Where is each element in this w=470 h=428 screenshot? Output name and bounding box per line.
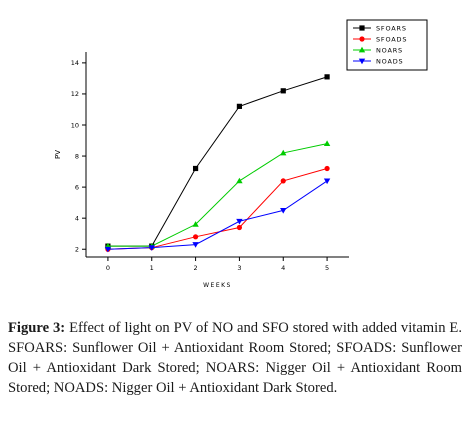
legend-label-sfoars: SFOARS: [376, 24, 407, 32]
data-point-sfoars: [192, 165, 199, 172]
data-point-noars: [192, 221, 199, 227]
x-tick-label: 0: [106, 264, 110, 272]
x-axis-label: WEEKS: [203, 282, 232, 289]
legend-label-sfoads: SFOADS: [376, 35, 407, 43]
data-point-noads: [323, 178, 331, 185]
data-point-sfoads: [324, 165, 330, 172]
series-line-noads: [107, 180, 328, 250]
data-point-sfoars: [236, 103, 243, 109]
series-line-sfoads: [107, 167, 328, 250]
data-point-sfoads: [192, 234, 199, 240]
chart-legend: SFOARS SFOADS NOARS NOADS: [346, 19, 428, 71]
x-tick-label: 3: [237, 264, 241, 272]
legend-marker-noars: [358, 46, 366, 53]
y-tick-label: 4: [75, 214, 79, 222]
series-line-noars: [107, 143, 328, 247]
data-point-noads: [148, 245, 155, 251]
figure-caption-text: Effect of light on PV of NO and SFO stor…: [8, 320, 462, 396]
chart-axes: [85, 52, 349, 258]
data-point-sfoads: [236, 224, 243, 231]
data-point-noads: [192, 242, 199, 248]
y-tick-label: 8: [75, 152, 79, 160]
legend-label-noads: NOADS: [376, 57, 403, 65]
figure-label: Figure 3:: [8, 320, 66, 336]
series-line-sfoars: [107, 76, 328, 247]
data-point-sfoars: [324, 74, 330, 80]
y-tick-label: 2: [75, 246, 79, 254]
legend-marker-sfoads: [359, 36, 365, 42]
x-tick-label: 2: [194, 264, 198, 272]
y-tick-label: 14: [71, 59, 79, 67]
x-tick-label: 5: [325, 264, 329, 272]
y-tick-label: 12: [71, 90, 79, 98]
chart-series: [104, 74, 331, 253]
x-tick-label: 1: [150, 264, 154, 272]
y-axis-label: PV: [54, 150, 62, 159]
data-point-noars: [236, 177, 243, 184]
figure-caption: Figure 3: Effect of light on PV of NO an…: [8, 318, 462, 398]
legend-marker-noads: [358, 58, 366, 65]
legend-label-noars: NOARS: [376, 46, 403, 54]
data-point-noads: [280, 208, 287, 214]
legend-marker-sfoars: [359, 25, 365, 31]
y-tick-label: 6: [75, 183, 79, 191]
data-point-noads: [236, 218, 243, 225]
data-point-sfoads: [280, 178, 286, 184]
data-point-sfoars: [280, 88, 286, 94]
y-tick-label: 10: [71, 121, 79, 129]
data-point-noars: [323, 140, 331, 147]
data-point-noads: [104, 246, 112, 253]
x-tick-label: 4: [281, 264, 285, 272]
data-point-noars: [280, 149, 287, 156]
